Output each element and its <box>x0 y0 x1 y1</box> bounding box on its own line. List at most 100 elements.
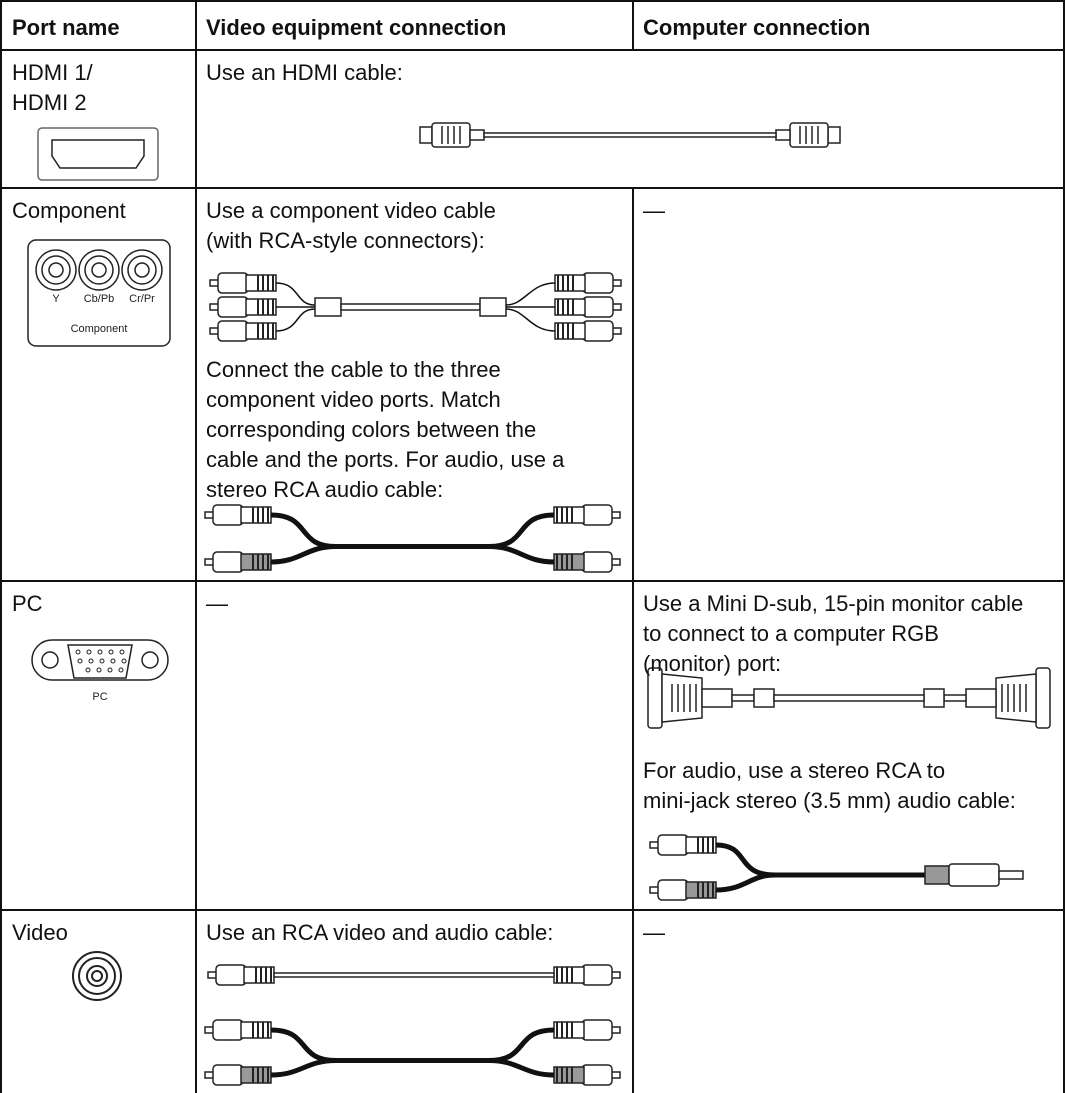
plug-housing <box>215 964 247 986</box>
text-line: (with RCA-style connectors): <box>206 228 485 253</box>
cable <box>943 694 967 702</box>
pin <box>118 667 124 673</box>
vga-relief <box>701 688 733 708</box>
hdmi-body <box>431 122 471 148</box>
plug-housing <box>217 320 249 342</box>
port-label: Cr/Pr <box>129 293 155 305</box>
jack-grip <box>924 865 950 885</box>
rca-connector <box>553 504 621 526</box>
plug-housing <box>212 504 244 526</box>
jack-tip <box>998 870 1024 880</box>
plug-grip <box>240 1021 272 1039</box>
rca-connector <box>553 1064 621 1086</box>
text-line: Use an HDMI cable: <box>206 60 403 85</box>
plug-housing <box>217 272 249 294</box>
hdmi-connector <box>775 122 841 148</box>
text-line: — <box>643 920 665 945</box>
text-line: Video <box>12 920 68 945</box>
cable <box>270 1027 555 1063</box>
rca-connector <box>649 834 717 856</box>
rca-connector <box>553 964 621 986</box>
rca-connector <box>204 1064 272 1086</box>
plug-grip <box>554 298 586 316</box>
plug-housing <box>581 1064 613 1086</box>
cable <box>270 1058 337 1078</box>
ferrite <box>923 688 945 708</box>
plug-grip <box>685 836 717 854</box>
plug-housing <box>582 296 614 318</box>
text-line: — <box>643 198 665 223</box>
pin <box>99 658 105 664</box>
ferrite <box>314 297 342 317</box>
rca-connector <box>554 320 622 342</box>
rca-connector <box>554 296 622 318</box>
pin <box>96 667 102 673</box>
plug-grip <box>245 274 277 292</box>
pin <box>108 649 114 655</box>
vga-relief <box>965 688 997 708</box>
pin <box>75 649 81 655</box>
text-line: HDMI 1/ <box>12 60 93 85</box>
jack-ring <box>134 262 150 278</box>
plug-housing <box>657 834 689 856</box>
hdmi-relief <box>469 129 485 141</box>
pin <box>86 649 92 655</box>
rca-connector <box>204 504 272 526</box>
plug-grip <box>554 322 586 340</box>
plug-housing <box>581 964 613 986</box>
rca-connector <box>209 272 277 294</box>
plug-housing <box>212 551 244 573</box>
pin <box>119 649 125 655</box>
text-line: Port name <box>12 15 120 40</box>
plug-grip <box>553 966 585 984</box>
text-line: For audio, use a stereo RCA to <box>643 758 946 783</box>
cable <box>731 694 755 702</box>
text-line: HDMI 2 <box>12 90 87 115</box>
port-label: Component <box>71 323 128 335</box>
text-line: Use an RCA video and audio cable: <box>206 920 554 945</box>
plug-housing <box>582 272 614 294</box>
video-jack-ring <box>91 970 103 982</box>
rca-connector <box>209 320 277 342</box>
text-line: Computer connection <box>643 15 871 40</box>
hdmi-connector <box>419 122 485 148</box>
rca-connector <box>649 879 717 901</box>
cable <box>773 694 925 702</box>
rca-connector <box>553 1019 621 1041</box>
screw <box>141 651 159 669</box>
vga-flange <box>1035 667 1051 729</box>
rca-connector <box>209 296 277 318</box>
plug-grip <box>685 881 717 899</box>
text-line: to connect to a computer RGB <box>643 621 939 646</box>
plug-housing <box>217 296 249 318</box>
plug-grip <box>553 506 585 524</box>
rca-connector <box>207 964 275 986</box>
hdmi-tip <box>419 126 433 144</box>
plug-housing <box>212 1064 244 1086</box>
port-label: Y <box>52 293 60 305</box>
plug-grip <box>245 322 277 340</box>
plug-grip <box>240 553 272 571</box>
hdmi-port-socket <box>51 139 145 169</box>
pin <box>107 667 113 673</box>
plug-grip <box>553 1066 585 1084</box>
text-line: cable and the ports. For audio, use a <box>206 447 565 472</box>
text-line: Video equipment connection <box>206 15 507 40</box>
screw <box>41 651 59 669</box>
cable <box>275 282 316 332</box>
cable <box>273 972 555 978</box>
port-label: Cb/Pb <box>84 293 115 305</box>
cable <box>488 544 555 565</box>
plug-housing <box>582 320 614 342</box>
hdmi-tip <box>827 126 841 144</box>
cable <box>270 512 555 549</box>
jack-body <box>948 863 1000 887</box>
jack-ring <box>91 262 107 278</box>
cable <box>505 282 556 332</box>
plug-housing <box>581 1019 613 1041</box>
plug-grip <box>245 298 277 316</box>
rca-connector <box>204 1019 272 1041</box>
